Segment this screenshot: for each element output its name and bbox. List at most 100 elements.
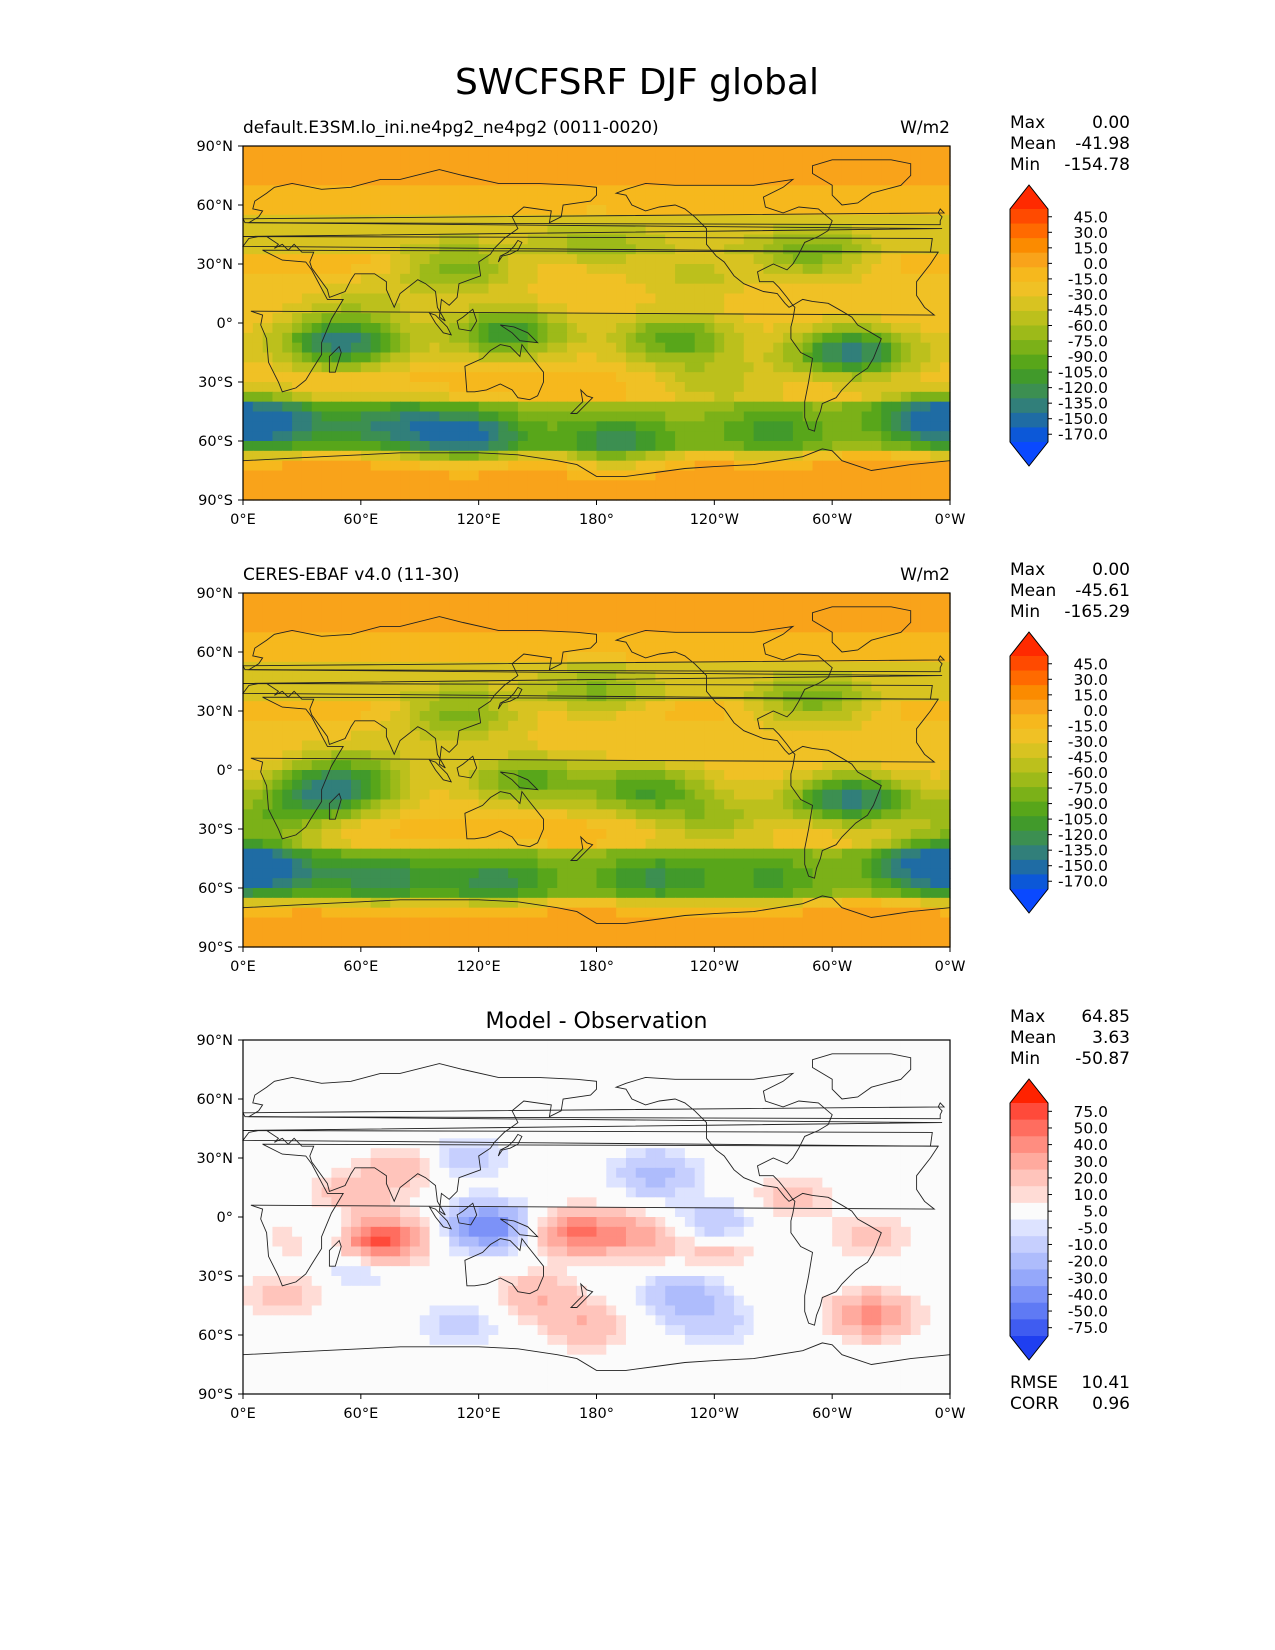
field-cell bbox=[311, 175, 323, 186]
field-cell bbox=[665, 740, 676, 751]
field-cell bbox=[920, 652, 931, 663]
field-cell bbox=[606, 760, 617, 771]
field-cell bbox=[243, 175, 254, 186]
field-cell bbox=[282, 175, 293, 186]
field-cell bbox=[468, 431, 480, 442]
field-cell bbox=[400, 661, 411, 673]
field-cell bbox=[625, 382, 637, 393]
field-cell bbox=[812, 593, 823, 604]
field-cell bbox=[684, 234, 696, 245]
field-cell bbox=[459, 421, 470, 432]
field-cell bbox=[753, 195, 765, 206]
field-cell bbox=[812, 450, 823, 462]
field-cell bbox=[488, 460, 499, 472]
field-cell bbox=[694, 214, 706, 226]
field-cell bbox=[753, 480, 765, 491]
field-cell bbox=[419, 224, 431, 236]
field-cell bbox=[311, 431, 323, 442]
field-cell bbox=[547, 401, 558, 413]
field-cell bbox=[881, 799, 892, 810]
field-cell bbox=[694, 829, 706, 840]
field-cell bbox=[468, 273, 480, 285]
field-cell bbox=[822, 273, 833, 285]
field-cell bbox=[704, 652, 715, 663]
field-cell bbox=[341, 848, 352, 860]
field-cell bbox=[930, 888, 941, 899]
field-cell bbox=[743, 730, 755, 742]
field-cell bbox=[743, 195, 755, 206]
field-cell bbox=[272, 382, 283, 393]
field-cell bbox=[341, 401, 352, 413]
field-cell bbox=[616, 391, 627, 403]
field-cell bbox=[733, 848, 745, 860]
field-cell bbox=[488, 730, 499, 742]
field-cell bbox=[478, 612, 490, 624]
field-cell bbox=[743, 352, 755, 363]
field-cell bbox=[331, 779, 342, 791]
field-cell bbox=[449, 234, 460, 245]
field-cell bbox=[370, 313, 382, 324]
field-cell bbox=[419, 214, 431, 226]
colorbar-bin bbox=[1010, 267, 1048, 283]
field-cell bbox=[625, 701, 637, 712]
field-cell bbox=[262, 165, 274, 177]
field-cell bbox=[724, 602, 735, 614]
field-cell bbox=[517, 382, 529, 393]
field-cell bbox=[439, 858, 450, 869]
field-cell bbox=[576, 878, 588, 889]
colorbar-bin bbox=[1010, 209, 1048, 225]
field-cell bbox=[508, 224, 519, 236]
field-cell bbox=[400, 313, 411, 324]
field-cell bbox=[419, 779, 431, 791]
field-cell bbox=[812, 838, 823, 850]
field-cell bbox=[832, 888, 843, 899]
field-cell bbox=[596, 632, 607, 643]
field-cell bbox=[940, 789, 951, 801]
field-cell bbox=[537, 897, 548, 909]
field-cell bbox=[891, 352, 902, 363]
field-cell bbox=[537, 858, 548, 869]
field-cell bbox=[380, 224, 391, 236]
field-cell bbox=[625, 779, 637, 791]
field-cell bbox=[773, 323, 784, 334]
field-cell bbox=[252, 431, 264, 442]
field-cell bbox=[606, 273, 617, 285]
field-cell bbox=[694, 809, 706, 820]
field-cell bbox=[331, 303, 342, 314]
coastline-greenland bbox=[812, 159, 912, 206]
field-cell bbox=[900, 421, 912, 432]
field-cell bbox=[832, 323, 843, 334]
field-cell bbox=[743, 701, 755, 712]
field-cell bbox=[292, 155, 303, 167]
field-cell bbox=[930, 185, 941, 196]
field-cell bbox=[694, 195, 706, 206]
field-cell bbox=[841, 799, 853, 810]
field-cell bbox=[547, 470, 558, 481]
field-cell bbox=[861, 848, 873, 860]
field-cell bbox=[655, 214, 666, 226]
field-cell bbox=[331, 323, 342, 334]
field-cell bbox=[272, 701, 283, 712]
field-cell bbox=[243, 195, 254, 206]
field-cell bbox=[547, 480, 558, 491]
field-cell bbox=[370, 214, 382, 226]
field-cell bbox=[547, 848, 558, 860]
field-cell bbox=[773, 382, 784, 393]
field-cell bbox=[714, 372, 725, 383]
field-cell bbox=[704, 612, 715, 624]
field-cell bbox=[802, 740, 814, 751]
field-cell bbox=[891, 382, 902, 393]
field-cell bbox=[822, 362, 833, 373]
field-cell bbox=[635, 770, 647, 781]
field-cell bbox=[724, 441, 735, 452]
field-cell bbox=[380, 760, 391, 771]
field-cell bbox=[576, 332, 588, 344]
field-cell bbox=[596, 401, 607, 413]
field-cell bbox=[665, 273, 676, 285]
field-cell bbox=[419, 720, 431, 732]
field-cell bbox=[802, 273, 814, 285]
field-cell bbox=[409, 460, 421, 472]
field-cell bbox=[704, 411, 715, 422]
field-cell bbox=[301, 480, 313, 491]
field-cell bbox=[341, 490, 352, 501]
